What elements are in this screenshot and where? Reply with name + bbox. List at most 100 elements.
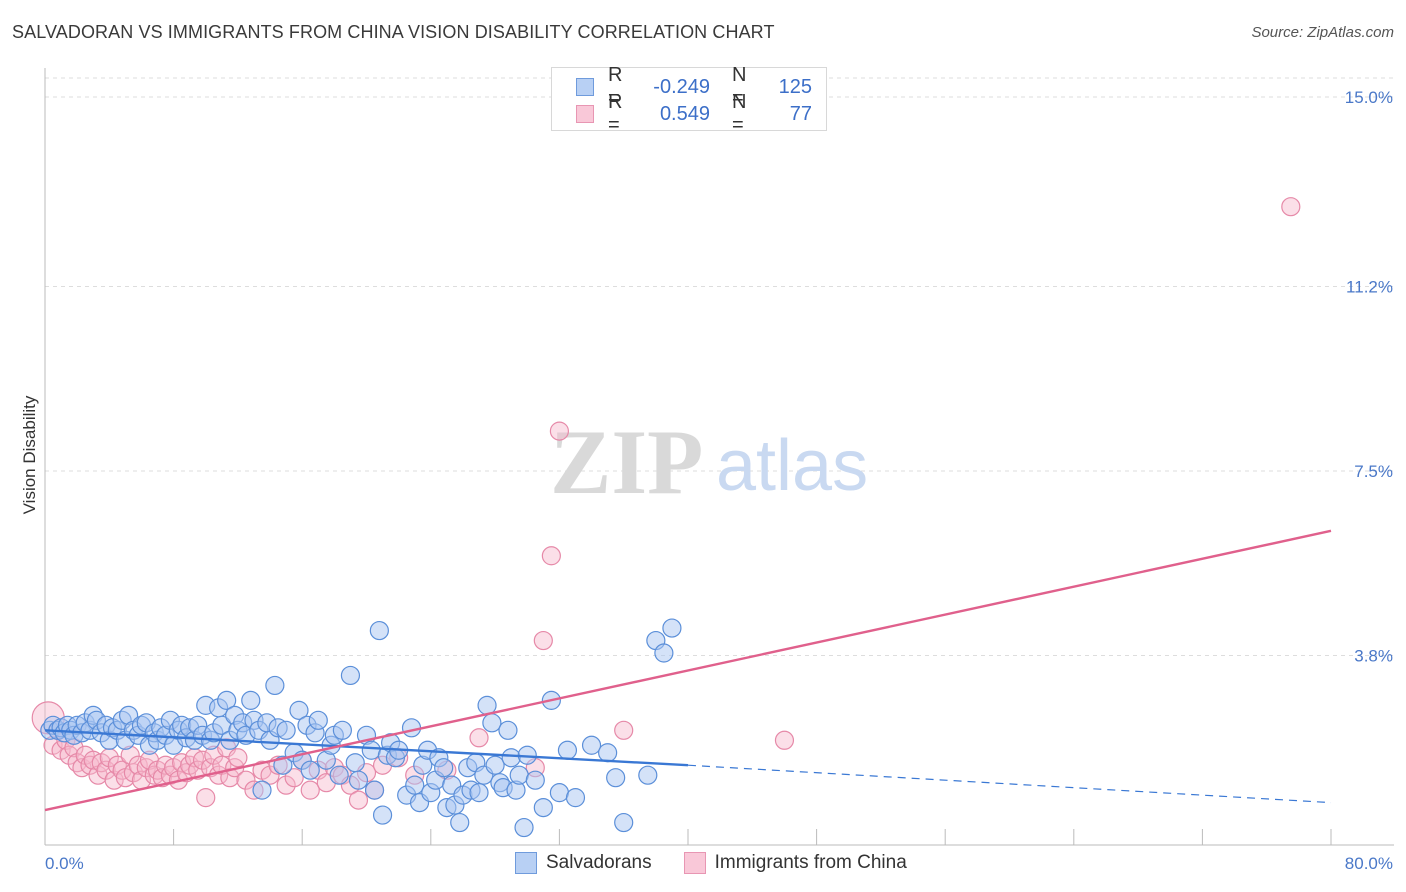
point-salvadorans bbox=[265, 675, 285, 696]
point-salvadorans bbox=[217, 690, 237, 710]
legend-label-salvadorans: Salvadorans bbox=[546, 852, 652, 873]
legend-swatch-blue bbox=[515, 852, 537, 874]
legend-r-label: R = bbox=[608, 64, 623, 109]
point-salvadorans bbox=[598, 743, 618, 763]
point-salvadorans bbox=[557, 740, 578, 760]
x-tick-labels: 0.0% 80.0% bbox=[45, 854, 1393, 873]
x-tick-label: 80.0% bbox=[1345, 854, 1393, 873]
point-immigrants-from-china bbox=[172, 753, 192, 773]
point-salvadorans bbox=[364, 780, 385, 800]
legend-n-value: 77 bbox=[789, 102, 812, 125]
watermark-zip: ZIP bbox=[550, 411, 703, 513]
point-salvadorans bbox=[606, 768, 626, 788]
trend-line-salvadorans-extrapolated bbox=[687, 764, 1332, 804]
y-tick-labels: 3.8% 7.5% 11.2% 15.0% bbox=[1345, 88, 1393, 666]
point-immigrants-from-china bbox=[196, 788, 216, 808]
legend-n-label: N = bbox=[732, 91, 747, 136]
point-immigrants-from-china bbox=[533, 630, 553, 651]
trend-line-immigrants-from-china bbox=[44, 529, 1332, 812]
point-immigrants-from-china bbox=[83, 750, 103, 770]
trend-line-salvadorans bbox=[44, 729, 689, 767]
point-salvadorans bbox=[332, 720, 352, 740]
point-immigrants-from-china bbox=[128, 755, 148, 775]
point-salvadorans bbox=[434, 758, 454, 778]
legend-label-immigrants-from-china: Immigrants from China bbox=[714, 852, 907, 873]
point-salvadorans bbox=[329, 765, 349, 785]
watermark-atlas: atlas bbox=[716, 426, 868, 506]
x-tick-label: 0.0% bbox=[45, 854, 84, 873]
point-immigrants-from-china bbox=[96, 760, 116, 780]
point-immigrants-from-china bbox=[276, 775, 296, 795]
point-salvadorans bbox=[340, 665, 361, 686]
correlation-legend: R = -0.249 N = 125 R = 0.549 N = 77 bbox=[551, 64, 827, 136]
point-immigrants-from-china bbox=[72, 758, 92, 778]
point-immigrants-from-china bbox=[614, 720, 634, 740]
point-salvadorans bbox=[533, 797, 553, 818]
point-salvadorans bbox=[469, 783, 489, 803]
point-salvadorans bbox=[345, 753, 365, 773]
point-immigrants-from-china bbox=[469, 728, 489, 748]
point-immigrants-from-china bbox=[192, 750, 213, 770]
point-salvadorans bbox=[482, 713, 502, 733]
point-salvadorans bbox=[614, 812, 634, 833]
point-salvadorans bbox=[565, 788, 586, 808]
point-immigrants-from-china bbox=[220, 768, 240, 788]
legend-r-value: -0.249 bbox=[653, 75, 710, 98]
axes bbox=[44, 68, 1394, 846]
point-immigrants-from-china bbox=[284, 768, 304, 788]
point-immigrants-from-china bbox=[228, 748, 248, 768]
legend-swatch-blue bbox=[576, 78, 594, 96]
point-salvadorans bbox=[549, 783, 570, 803]
point-salvadorans bbox=[450, 812, 470, 833]
point-immigrants-from-china bbox=[549, 421, 570, 441]
point-salvadorans bbox=[289, 700, 309, 720]
point-salvadorans bbox=[241, 690, 261, 710]
y-tick-label: 3.8% bbox=[1354, 647, 1393, 666]
point-salvadorans bbox=[273, 755, 293, 775]
legend-item-immigrants-from-china[interactable]: Immigrants from China bbox=[683, 852, 907, 874]
point-salvadorans bbox=[525, 770, 545, 790]
legend-n-value: 125 bbox=[778, 75, 812, 98]
point-salvadorans bbox=[662, 618, 682, 638]
point-salvadorans bbox=[501, 748, 521, 768]
point-salvadorans bbox=[638, 765, 658, 785]
grid-lines bbox=[45, 77, 1394, 657]
point-salvadorans bbox=[369, 620, 389, 641]
legend-item-salvadorans[interactable]: Salvadorans bbox=[515, 852, 652, 874]
point-immigrants-from-china bbox=[104, 770, 124, 790]
point-immigrants-from-china bbox=[300, 780, 320, 800]
point-salvadorans bbox=[276, 720, 296, 740]
y-tick-label: 11.2% bbox=[1346, 277, 1393, 296]
point-immigrants-from-china bbox=[1281, 197, 1301, 217]
point-salvadorans bbox=[361, 740, 381, 760]
y-axis-label: Vision Disability bbox=[20, 395, 39, 514]
watermark: ZIP atlas bbox=[550, 411, 868, 513]
point-immigrants-from-china bbox=[155, 755, 176, 775]
point-salvadorans bbox=[300, 760, 320, 780]
y-tick-label: 7.5% bbox=[1354, 462, 1393, 481]
point-salvadorans bbox=[348, 770, 369, 790]
point-salvadorans bbox=[485, 755, 505, 775]
legend-swatch-pink bbox=[683, 852, 706, 874]
source-label: Source: ZipAtlas.com bbox=[1251, 24, 1394, 41]
point-salvadorans bbox=[514, 817, 534, 838]
legend-r-value: 0.549 bbox=[659, 102, 710, 125]
series-legend: Salvadorans Immigrants from China bbox=[515, 852, 939, 874]
point-salvadorans bbox=[654, 643, 674, 663]
point-salvadorans bbox=[581, 735, 602, 755]
y-tick-label: 15.0% bbox=[1345, 88, 1393, 107]
point-immigrants-from-china bbox=[348, 790, 369, 810]
point-immigrants-from-china bbox=[541, 546, 561, 566]
point-immigrants-from-china bbox=[260, 765, 280, 785]
point-immigrants-from-china bbox=[774, 730, 795, 750]
legend-row-immigrants-from-china: R = 0.549 N = 77 bbox=[576, 91, 812, 136]
trend-lines bbox=[44, 529, 1332, 812]
point-salvadorans bbox=[372, 805, 393, 825]
point-salvadorans bbox=[252, 780, 272, 800]
legend-swatch-pink bbox=[576, 105, 594, 123]
chart-title: SALVADORAN VS IMMIGRANTS FROM CHINA VISI… bbox=[12, 22, 775, 42]
legend-n-label: N = bbox=[732, 64, 747, 109]
point-salvadorans bbox=[509, 765, 529, 785]
point-salvadorans bbox=[401, 718, 422, 738]
